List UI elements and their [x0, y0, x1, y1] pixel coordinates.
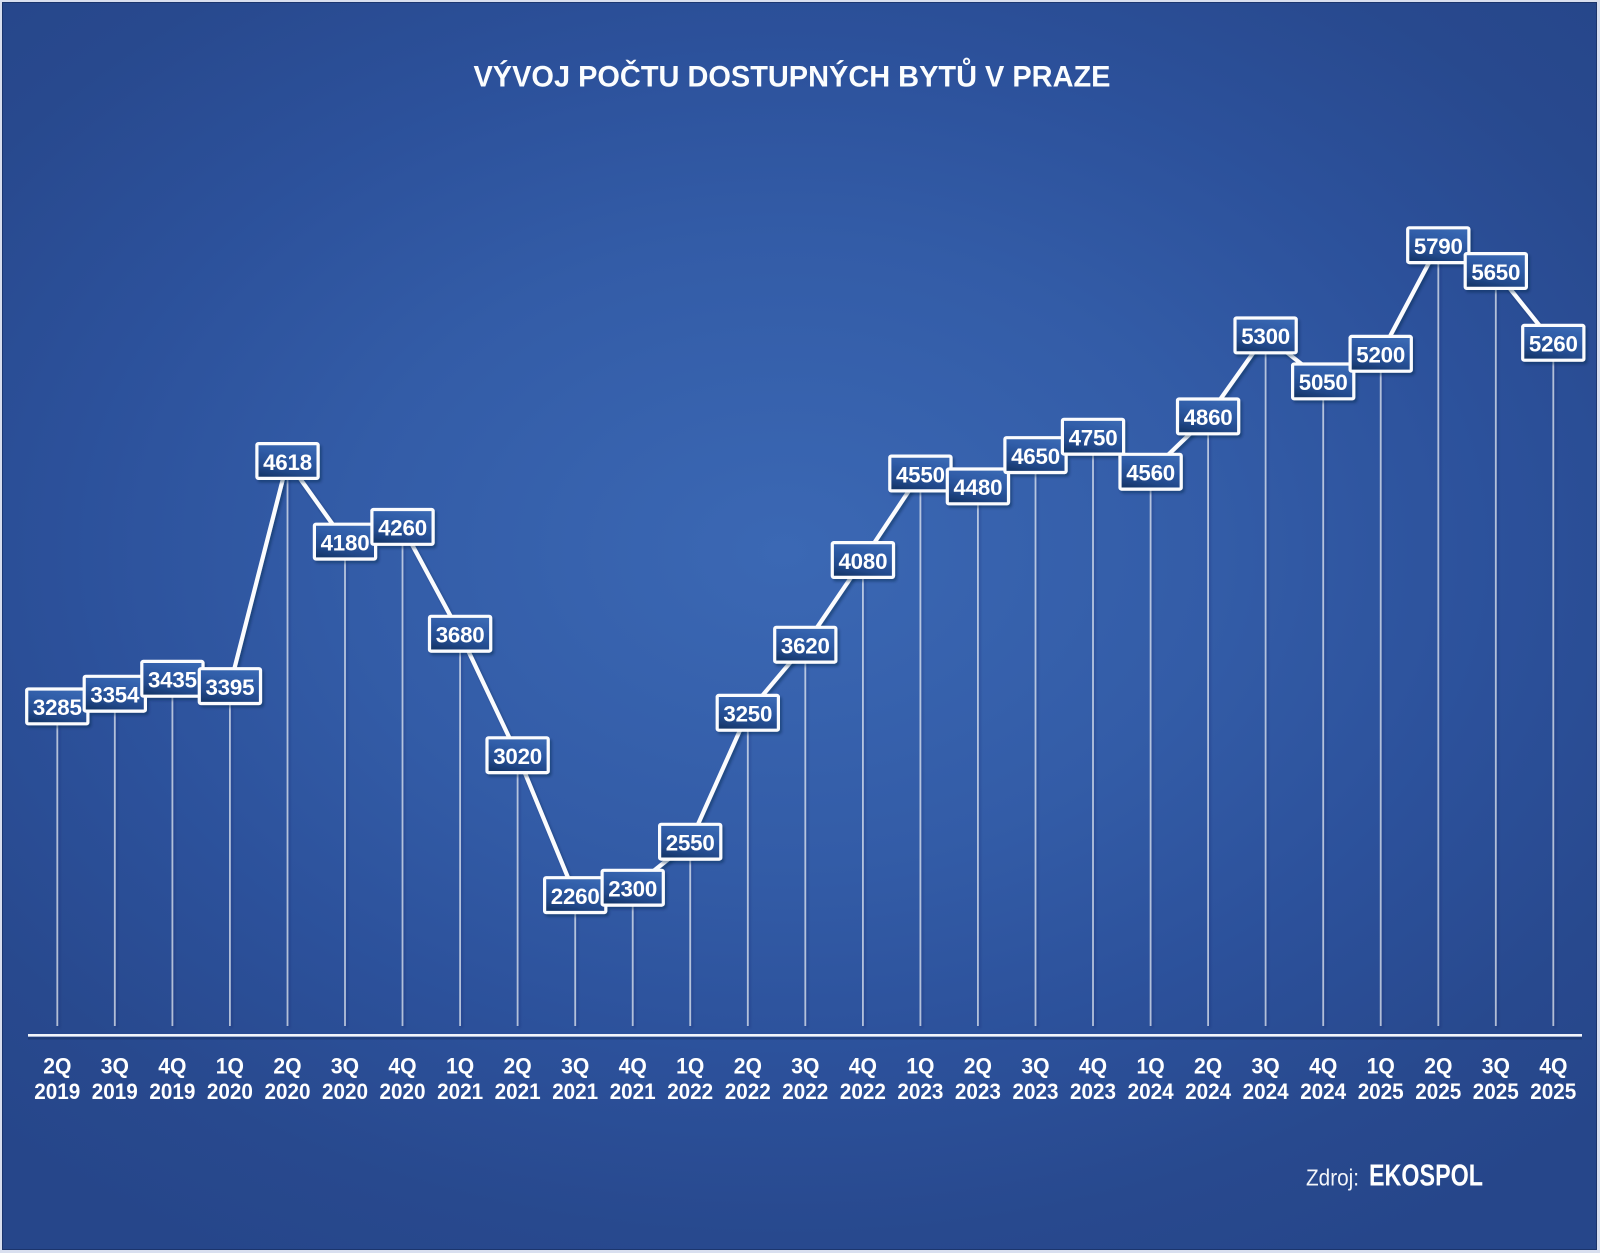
- svg-text:2022: 2022: [782, 1079, 828, 1104]
- svg-text:4260: 4260: [378, 516, 427, 541]
- svg-text:3354: 3354: [90, 683, 140, 708]
- svg-text:2Q: 2Q: [1424, 1054, 1452, 1079]
- svg-text:4Q: 4Q: [849, 1054, 877, 1079]
- svg-text:2021: 2021: [552, 1079, 598, 1104]
- svg-text:3285: 3285: [33, 695, 82, 720]
- svg-text:2025: 2025: [1358, 1079, 1404, 1104]
- svg-text:4860: 4860: [1184, 405, 1233, 430]
- svg-text:5650: 5650: [1471, 260, 1520, 285]
- svg-text:1Q: 1Q: [446, 1054, 474, 1079]
- svg-text:4750: 4750: [1069, 426, 1118, 451]
- svg-text:Zdroj:: Zdroj:: [1306, 1165, 1359, 1191]
- svg-text:2022: 2022: [667, 1079, 713, 1104]
- svg-text:4Q: 4Q: [388, 1054, 416, 1079]
- svg-text:2023: 2023: [1013, 1079, 1059, 1104]
- svg-text:4Q: 4Q: [1079, 1054, 1107, 1079]
- svg-text:2023: 2023: [897, 1079, 943, 1104]
- svg-text:2019: 2019: [92, 1079, 138, 1104]
- svg-text:3Q: 3Q: [791, 1054, 819, 1079]
- svg-text:VÝVOJ POČTU DOSTUPNÝCH BYTŮ V: VÝVOJ POČTU DOSTUPNÝCH BYTŮ V PRAZE: [474, 58, 1111, 94]
- svg-text:2019: 2019: [34, 1079, 80, 1104]
- svg-text:4Q: 4Q: [1309, 1054, 1337, 1079]
- svg-text:2260: 2260: [551, 884, 600, 909]
- svg-text:2022: 2022: [840, 1079, 886, 1104]
- svg-text:2025: 2025: [1473, 1079, 1519, 1104]
- svg-text:3Q: 3Q: [331, 1054, 359, 1079]
- svg-text:5050: 5050: [1299, 370, 1348, 395]
- svg-text:1Q: 1Q: [676, 1054, 704, 1079]
- svg-text:3Q: 3Q: [1021, 1054, 1049, 1079]
- svg-text:3435: 3435: [148, 668, 197, 693]
- svg-text:2Q: 2Q: [273, 1054, 301, 1079]
- svg-text:2020: 2020: [380, 1079, 426, 1104]
- svg-text:2020: 2020: [207, 1079, 253, 1104]
- svg-text:4560: 4560: [1126, 461, 1175, 486]
- svg-text:2Q: 2Q: [1194, 1054, 1222, 1079]
- svg-text:5790: 5790: [1414, 234, 1463, 259]
- svg-text:2020: 2020: [322, 1079, 368, 1104]
- svg-text:2023: 2023: [955, 1079, 1001, 1104]
- svg-text:2019: 2019: [149, 1079, 195, 1104]
- svg-text:2021: 2021: [610, 1079, 656, 1104]
- svg-text:4618: 4618: [263, 450, 312, 475]
- svg-text:EKOSPOL: EKOSPOL: [1369, 1158, 1483, 1193]
- svg-text:4480: 4480: [953, 475, 1002, 500]
- svg-text:4650: 4650: [1011, 444, 1060, 469]
- svg-text:4550: 4550: [896, 462, 945, 487]
- svg-text:3680: 3680: [436, 623, 485, 648]
- svg-text:2023: 2023: [1070, 1079, 1116, 1104]
- svg-text:3395: 3395: [205, 675, 254, 700]
- svg-text:2Q: 2Q: [504, 1054, 532, 1079]
- svg-text:1Q: 1Q: [906, 1054, 934, 1079]
- svg-text:3020: 3020: [493, 744, 542, 769]
- svg-text:4Q: 4Q: [1539, 1054, 1567, 1079]
- svg-text:1Q: 1Q: [1137, 1054, 1165, 1079]
- svg-text:3Q: 3Q: [101, 1054, 129, 1079]
- svg-text:2300: 2300: [608, 877, 657, 902]
- svg-text:2024: 2024: [1300, 1079, 1347, 1104]
- svg-text:2021: 2021: [437, 1079, 483, 1104]
- svg-text:3250: 3250: [723, 702, 772, 727]
- svg-text:2020: 2020: [265, 1079, 311, 1104]
- svg-text:2021: 2021: [495, 1079, 541, 1104]
- svg-text:4180: 4180: [321, 530, 370, 555]
- svg-text:2550: 2550: [666, 831, 715, 856]
- svg-text:5260: 5260: [1529, 332, 1578, 357]
- svg-text:3Q: 3Q: [1482, 1054, 1510, 1079]
- svg-text:2025: 2025: [1530, 1079, 1576, 1104]
- svg-text:4Q: 4Q: [619, 1054, 647, 1079]
- svg-text:3Q: 3Q: [1252, 1054, 1280, 1079]
- svg-text:3620: 3620: [781, 634, 830, 659]
- svg-text:5200: 5200: [1356, 343, 1405, 368]
- svg-text:1Q: 1Q: [216, 1054, 244, 1079]
- svg-text:2024: 2024: [1128, 1079, 1175, 1104]
- svg-text:2Q: 2Q: [43, 1054, 71, 1079]
- svg-text:4080: 4080: [838, 549, 887, 574]
- svg-text:5300: 5300: [1241, 324, 1290, 349]
- svg-text:2Q: 2Q: [964, 1054, 992, 1079]
- svg-text:3Q: 3Q: [561, 1054, 589, 1079]
- svg-text:2Q: 2Q: [734, 1054, 762, 1079]
- svg-text:2024: 2024: [1243, 1079, 1290, 1104]
- svg-text:2025: 2025: [1415, 1079, 1461, 1104]
- svg-text:1Q: 1Q: [1367, 1054, 1395, 1079]
- svg-text:4Q: 4Q: [158, 1054, 186, 1079]
- svg-text:2024: 2024: [1185, 1079, 1232, 1104]
- svg-text:2022: 2022: [725, 1079, 771, 1104]
